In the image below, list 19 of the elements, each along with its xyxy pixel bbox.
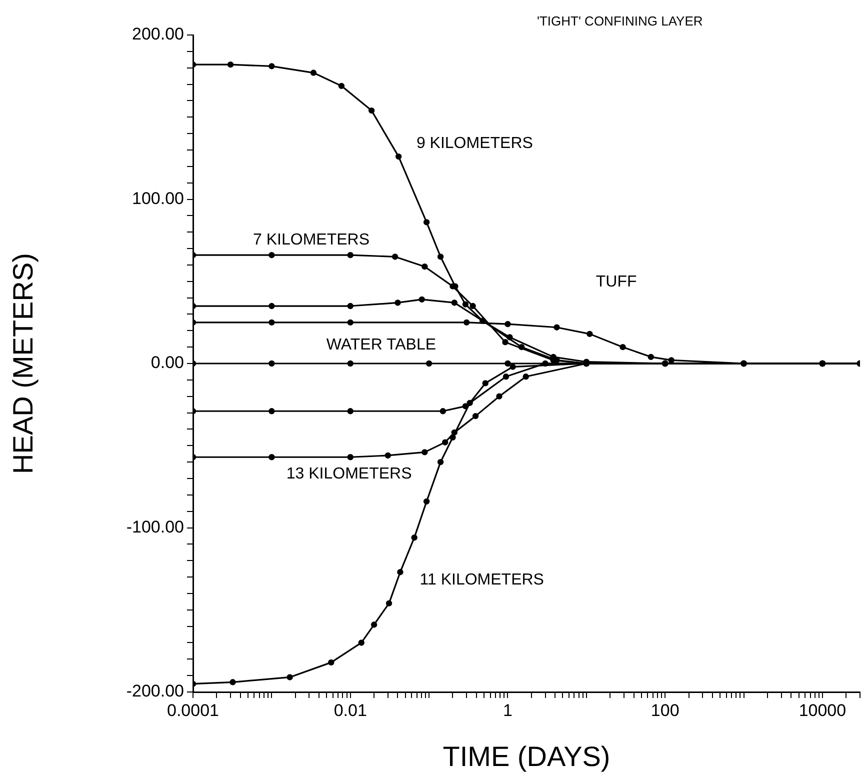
x-tick-label: 100: [650, 700, 680, 720]
chart-title: 'TIGHT' CONFINING LAYER: [536, 14, 703, 29]
series-label: 11 KILOMETERS: [420, 572, 544, 589]
series-label: 9 KILOMETERS: [416, 134, 533, 152]
text: TUFF: [596, 273, 637, 290]
series-label: 7 KILOMETERS: [253, 231, 370, 248]
y-tick-label: 200.00: [132, 24, 184, 44]
x-tick-label: 0.01: [334, 700, 367, 720]
y-tick-label: 100.00: [132, 188, 184, 208]
y-axis-title: HEAD (METERS): [8, 253, 39, 474]
y-tick-label: -200.00: [126, 682, 184, 701]
y-tick-label: 0.00: [150, 353, 184, 372]
x-tick-label: 1: [502, 700, 512, 720]
series-label: WATER TABLE: [326, 336, 436, 354]
x-tick-label: 0.0001: [167, 700, 219, 720]
y-tick-label: -100.00: [126, 517, 184, 536]
series-label: 13 KILOMETERS: [286, 465, 412, 482]
x-tick-label: 10000: [798, 700, 846, 720]
x-axis-title: TIME (DAYS): [442, 740, 610, 772]
